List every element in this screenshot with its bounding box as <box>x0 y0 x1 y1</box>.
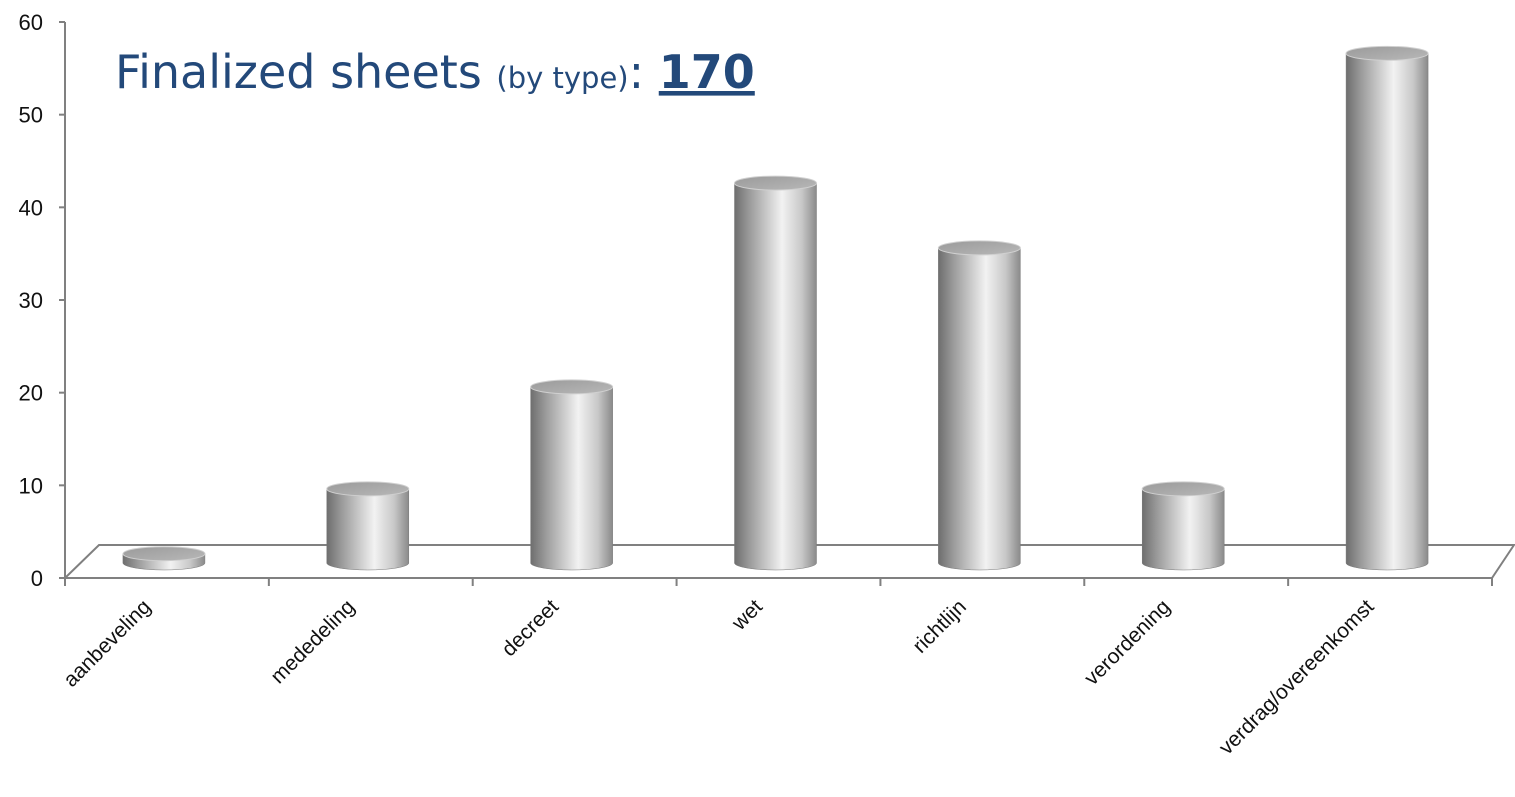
y-tick-label: 0 <box>31 566 43 591</box>
bar-verordening <box>1141 481 1225 571</box>
bar-aanbeveling <box>122 546 206 571</box>
y-tick-label: 10 <box>19 473 43 498</box>
x-tick-label: mededeling <box>266 595 359 688</box>
y-tick-label: 60 <box>19 10 43 35</box>
bar-wet <box>734 175 817 571</box>
y-axis: 0 10 20 30 40 50 60 <box>19 10 1493 591</box>
title-total: 170 <box>659 45 755 99</box>
bar-decreet <box>530 379 614 571</box>
x-tick-label: wet <box>727 595 767 635</box>
x-tick-label: aanbeveling <box>59 595 155 691</box>
y-tick-label: 30 <box>19 288 43 313</box>
y-tick-label: 50 <box>19 103 43 128</box>
bar-body <box>1345 53 1429 571</box>
bar-mededeling <box>326 481 410 571</box>
title-subtitle: (by type) <box>496 61 628 95</box>
y-tick-label: 20 <box>19 381 43 406</box>
bar-verdrag-overeenkomst <box>1345 45 1429 571</box>
x-tick-label: decreet <box>497 595 563 661</box>
bar-top <box>326 481 410 497</box>
x-tick-label: verordening <box>1080 595 1175 690</box>
bar-richtlijn <box>937 240 1021 571</box>
bar-body <box>1141 488 1225 571</box>
bar-body <box>326 488 410 571</box>
bar-body <box>734 182 817 571</box>
title-text: Finalized sheets <box>115 45 482 99</box>
x-axis-labels: aanbeveling mededeling decreet wet richtlijn… <box>59 595 1379 759</box>
bar-body <box>530 386 613 571</box>
bar-top <box>1141 481 1225 497</box>
title-separator: : <box>629 45 645 99</box>
bar-top <box>1345 45 1429 61</box>
bar-top <box>530 379 614 395</box>
x-tick-label: verdrag/overeenkomst <box>1215 595 1379 759</box>
bar-top <box>937 240 1021 256</box>
bar-top <box>734 175 817 191</box>
bar-top <box>122 546 206 562</box>
bar-body <box>938 247 1021 571</box>
x-tick-label: richtlijn <box>908 595 970 657</box>
chart-title: Finalized sheets (by type): 170 <box>115 45 755 99</box>
y-tick-label: 40 <box>19 195 43 220</box>
bars <box>122 45 1429 571</box>
